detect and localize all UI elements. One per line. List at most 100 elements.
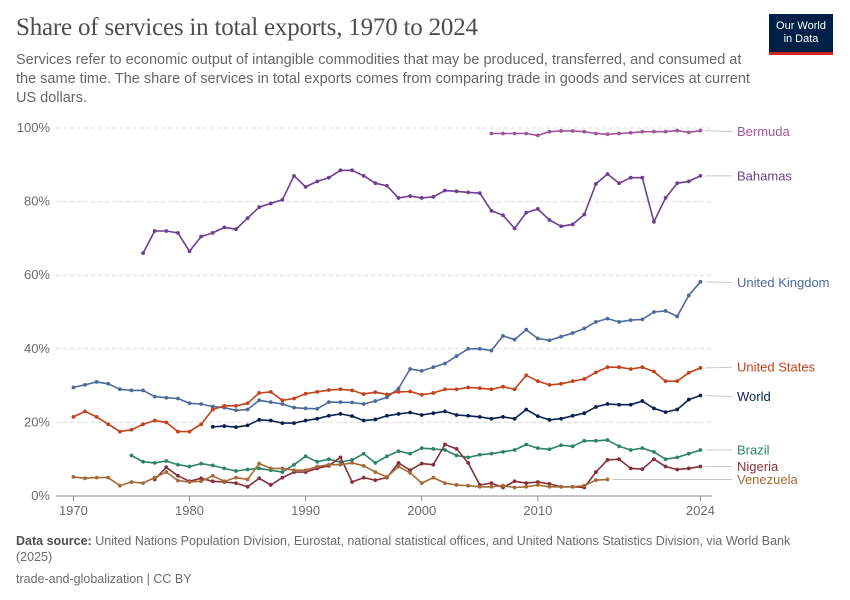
data-point-brazil[interactable] bbox=[570, 444, 575, 449]
data-point-world[interactable] bbox=[408, 410, 413, 415]
data-point-brazil[interactable] bbox=[234, 469, 238, 473]
data-point-venezuela[interactable] bbox=[524, 484, 529, 489]
data-point-united-kingdom[interactable] bbox=[593, 320, 598, 324]
series-line-brazil[interactable] bbox=[131, 439, 701, 473]
series-label-united-kingdom[interactable]: United Kingdom bbox=[737, 275, 830, 290]
data-point-united-states[interactable] bbox=[501, 384, 505, 389]
data-point-brazil[interactable] bbox=[361, 451, 366, 456]
data-point-bahamas[interactable] bbox=[617, 181, 622, 186]
data-point-bahamas[interactable] bbox=[570, 222, 575, 227]
data-point-bahamas[interactable] bbox=[593, 182, 598, 186]
data-point-united-states[interactable] bbox=[117, 429, 122, 434]
data-point-world[interactable] bbox=[431, 411, 436, 416]
data-point-united-kingdom[interactable] bbox=[698, 279, 703, 284]
data-point-united-kingdom[interactable] bbox=[663, 308, 668, 313]
series-label-venezuela[interactable]: Venezuela bbox=[737, 472, 798, 487]
data-point-united-states[interactable] bbox=[663, 379, 668, 384]
data-point-brazil[interactable] bbox=[222, 466, 227, 471]
data-point-brazil[interactable] bbox=[303, 454, 308, 459]
data-point-united-kingdom[interactable] bbox=[129, 388, 134, 393]
data-point-venezuela[interactable] bbox=[326, 462, 331, 467]
data-point-world[interactable] bbox=[512, 416, 517, 421]
data-point-united-states[interactable] bbox=[129, 427, 134, 432]
data-point-united-states[interactable] bbox=[466, 385, 471, 390]
data-point-venezuela[interactable] bbox=[443, 481, 447, 486]
data-point-venezuela[interactable] bbox=[535, 483, 540, 487]
data-point-nigeria[interactable] bbox=[524, 481, 529, 486]
data-point-united-kingdom[interactable] bbox=[210, 404, 215, 409]
data-point-united-states[interactable] bbox=[222, 403, 227, 408]
data-point-venezuela[interactable] bbox=[489, 484, 494, 489]
data-point-united-kingdom[interactable] bbox=[83, 382, 87, 387]
data-point-bermuda[interactable] bbox=[547, 129, 552, 134]
data-point-nigeria[interactable] bbox=[535, 480, 540, 484]
data-point-brazil[interactable] bbox=[443, 448, 447, 452]
data-point-united-states[interactable] bbox=[268, 389, 273, 394]
data-point-united-kingdom[interactable] bbox=[559, 334, 563, 339]
data-point-united-states[interactable] bbox=[547, 382, 552, 387]
data-point-united-kingdom[interactable] bbox=[396, 386, 401, 391]
data-point-united-states[interactable] bbox=[582, 377, 587, 381]
series-label-bermuda[interactable]: Bermuda bbox=[737, 124, 791, 139]
data-point-world[interactable] bbox=[547, 417, 552, 422]
data-point-united-states[interactable] bbox=[385, 392, 389, 397]
data-point-bahamas[interactable] bbox=[292, 173, 296, 178]
data-point-united-kingdom[interactable] bbox=[605, 316, 610, 321]
data-point-brazil[interactable] bbox=[176, 462, 180, 467]
data-point-brazil[interactable] bbox=[152, 460, 157, 465]
data-point-venezuela[interactable] bbox=[280, 466, 285, 471]
data-point-bahamas[interactable] bbox=[535, 207, 540, 211]
data-point-brazil[interactable] bbox=[257, 466, 262, 471]
data-point-united-kingdom[interactable] bbox=[582, 326, 587, 331]
data-point-bermuda[interactable] bbox=[512, 131, 517, 136]
data-point-brazil[interactable] bbox=[466, 455, 471, 460]
data-point-venezuela[interactable] bbox=[268, 466, 273, 471]
data-point-brazil[interactable] bbox=[396, 449, 401, 454]
data-point-bahamas[interactable] bbox=[419, 196, 424, 200]
data-point-united-states[interactable] bbox=[315, 389, 320, 394]
data-point-world[interactable] bbox=[501, 414, 505, 419]
data-point-world[interactable] bbox=[396, 412, 401, 416]
data-point-bahamas[interactable] bbox=[245, 216, 250, 221]
data-point-nigeria[interactable] bbox=[512, 479, 517, 484]
data-point-venezuela[interactable] bbox=[164, 470, 169, 474]
data-point-united-states[interactable] bbox=[292, 396, 296, 401]
data-point-world[interactable] bbox=[628, 402, 633, 407]
data-point-brazil[interactable] bbox=[640, 446, 645, 451]
data-point-nigeria[interactable] bbox=[547, 481, 552, 486]
data-point-venezuela[interactable] bbox=[257, 461, 262, 466]
data-point-world[interactable] bbox=[350, 414, 354, 419]
owid-logo[interactable]: Our World in Data bbox=[769, 14, 833, 55]
data-point-bahamas[interactable] bbox=[443, 188, 447, 193]
data-point-united-states[interactable] bbox=[605, 365, 610, 370]
data-point-venezuela[interactable] bbox=[512, 485, 517, 490]
data-point-united-kingdom[interactable] bbox=[617, 320, 622, 324]
data-point-brazil[interactable] bbox=[199, 461, 204, 466]
data-point-bahamas[interactable] bbox=[628, 175, 633, 180]
data-point-venezuela[interactable] bbox=[117, 483, 122, 488]
data-point-brazil[interactable] bbox=[559, 443, 563, 448]
data-point-bermuda[interactable] bbox=[617, 131, 622, 136]
data-point-united-states[interactable] bbox=[652, 369, 656, 374]
data-point-bermuda[interactable] bbox=[489, 131, 494, 136]
data-point-world[interactable] bbox=[466, 413, 471, 418]
series-label-nigeria[interactable]: Nigeria bbox=[737, 459, 779, 474]
data-point-united-states[interactable] bbox=[559, 381, 563, 386]
data-point-nigeria[interactable] bbox=[210, 479, 215, 484]
data-point-united-kingdom[interactable] bbox=[280, 402, 285, 406]
data-point-world[interactable] bbox=[698, 393, 703, 398]
data-point-united-kingdom[interactable] bbox=[652, 310, 656, 314]
data-point-venezuela[interactable] bbox=[292, 468, 296, 473]
data-point-bahamas[interactable] bbox=[280, 197, 285, 202]
data-point-brazil[interactable] bbox=[187, 464, 192, 469]
data-point-united-states[interactable] bbox=[454, 387, 459, 392]
series-label-brazil[interactable]: Brazil bbox=[737, 443, 770, 458]
data-point-brazil[interactable] bbox=[454, 453, 459, 458]
data-point-united-kingdom[interactable] bbox=[338, 400, 343, 405]
data-point-venezuela[interactable] bbox=[199, 479, 204, 484]
data-point-bahamas[interactable] bbox=[141, 251, 145, 256]
data-point-bahamas[interactable] bbox=[512, 226, 517, 231]
data-point-brazil[interactable] bbox=[408, 451, 413, 456]
data-point-venezuela[interactable] bbox=[582, 483, 587, 488]
data-point-bermuda[interactable] bbox=[675, 128, 680, 133]
